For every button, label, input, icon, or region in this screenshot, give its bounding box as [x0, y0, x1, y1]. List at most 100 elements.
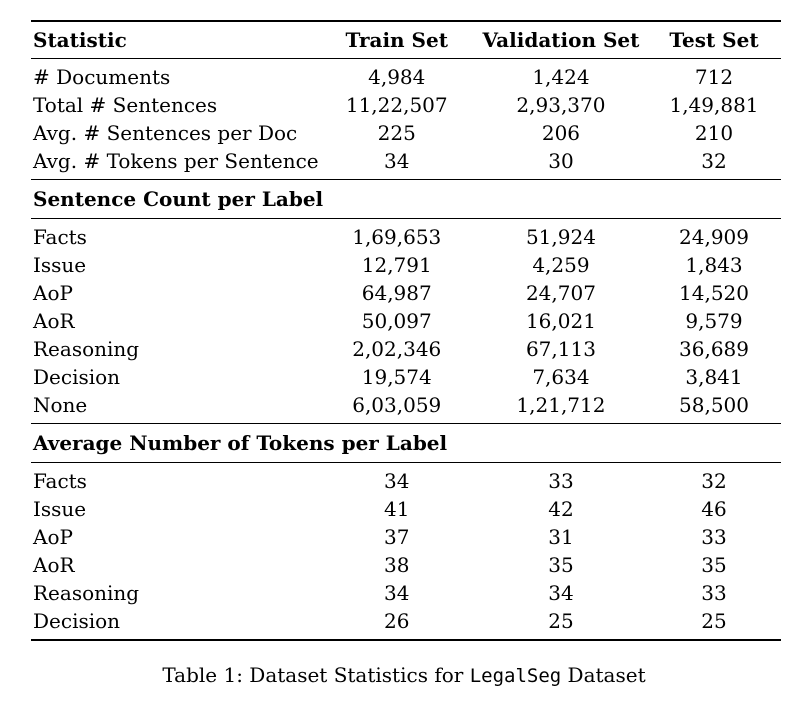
cell-train: 2,02,346 — [352, 337, 442, 361]
dataset-statistics-table: Statistic Train Set Validation Set Test … — [31, 20, 781, 641]
cell-test: 210 — [694, 121, 734, 145]
table-caption: Table 1: Dataset Statistics for LegalSeg… — [0, 662, 808, 689]
header-row: Statistic Train Set Validation Set Test … — [31, 21, 781, 59]
cell-validation: 25 — [548, 609, 574, 633]
row-label: AoP — [33, 525, 73, 549]
cell-test: 25 — [701, 609, 727, 633]
cell-test: 3,841 — [685, 365, 743, 389]
row-label: Avg. # Tokens per Sentence — [33, 149, 319, 173]
row-label: Decision — [33, 365, 121, 389]
caption-prefix: Table 1: Dataset Statistics for — [162, 663, 470, 687]
cell-test: 46 — [701, 497, 727, 521]
cell-train: 26 — [384, 609, 410, 633]
cell-train: 41 — [384, 497, 410, 521]
cell-test: 24,909 — [679, 225, 749, 249]
row-label: Reasoning — [33, 337, 140, 361]
cell-validation: 51,924 — [525, 225, 596, 249]
cell-train: 37 — [384, 525, 410, 549]
table-row: AoP 37 31 33 — [31, 523, 781, 551]
cell-validation: 42 — [548, 497, 574, 521]
cell-validation: 16,021 — [525, 309, 596, 333]
cell-validation: 31 — [548, 525, 574, 549]
section-title-row: Average Number of Tokens per Label — [31, 424, 781, 463]
caption-suffix: Dataset — [561, 663, 646, 687]
cell-test: 32 — [701, 469, 727, 493]
table-row: None 6,03,059 1,21,712 58,500 — [31, 391, 781, 424]
table-row: Facts 34 33 32 — [31, 463, 781, 496]
sentence-count-body: Facts 1,69,653 51,924 24,909 Issue 12,791 4,25… — [31, 219, 781, 424]
cell-validation: 34 — [548, 581, 574, 605]
cell-train: 1,69,653 — [352, 225, 442, 249]
overall-stats-body: # Documents 4,984 1,424 712 Total # Sentence… — [31, 59, 781, 180]
cell-train: 225 — [377, 121, 416, 145]
table-row: Issue 12,791 4,259 1,843 — [31, 251, 781, 279]
cell-train: 50,097 — [361, 309, 432, 333]
cell-validation: 33 — [548, 469, 574, 493]
sentence-count-section-header: Sentence Count per Label — [31, 180, 781, 219]
table-row: AoR 38 35 35 — [31, 551, 781, 579]
table-row: Decision 26 25 25 — [31, 607, 781, 640]
caption-dataset-name: LegalSeg — [469, 665, 562, 687]
cell-test: 36,689 — [679, 337, 749, 361]
table-row: Reasoning 2,02,346 67,113 36,689 — [31, 335, 781, 363]
cell-train: 11,22,507 — [345, 93, 448, 117]
row-label: # Documents — [33, 65, 171, 89]
table-row: Total # Sentences 11,22,507 2,93,370 1,49,8… — [31, 91, 781, 119]
avg-tokens-body: Facts 34 33 32 Issue 41 42 46 AoP 37 31 33 AoR 38 35 35… — [31, 463, 781, 641]
cell-test: 35 — [701, 553, 727, 577]
row-label: Issue — [33, 497, 87, 521]
table-row: Reasoning 34 34 33 — [31, 579, 781, 607]
row-label: Total # Sentences — [33, 93, 218, 117]
table-row: AoP 64,987 24,707 14,520 — [31, 279, 781, 307]
table-row: AoR 50,097 16,021 9,579 — [31, 307, 781, 335]
cell-validation: 7,634 — [532, 365, 590, 389]
table-row: Issue 41 42 46 — [31, 495, 781, 523]
avg-tokens-section-header: Average Number of Tokens per Label — [31, 424, 781, 463]
row-label: AoR — [33, 309, 75, 333]
row-label: Issue — [33, 253, 87, 277]
column-header-test-set: Test Set — [669, 28, 759, 52]
row-label: None — [33, 393, 88, 417]
section-title-row: Sentence Count per Label — [31, 180, 781, 219]
cell-train: 34 — [384, 581, 410, 605]
cell-train: 19,574 — [361, 365, 432, 389]
cell-validation: 24,707 — [525, 281, 596, 305]
row-label: Avg. # Sentences per Doc — [33, 121, 298, 145]
table-row: # Documents 4,984 1,424 712 — [31, 59, 781, 92]
cell-test: 1,49,881 — [669, 93, 759, 117]
cell-train: 4,984 — [368, 65, 426, 89]
cell-validation: 2,93,370 — [516, 93, 606, 117]
row-label: Facts — [33, 225, 87, 249]
column-header-validation-set: Validation Set — [482, 28, 640, 52]
column-header-statistic: Statistic — [33, 28, 127, 52]
table-header: Statistic Train Set Validation Set Test … — [31, 21, 781, 59]
cell-test: 1,843 — [685, 253, 743, 277]
cell-validation: 1,21,712 — [516, 393, 606, 417]
row-label: AoR — [33, 553, 75, 577]
table-row: Facts 1,69,653 51,924 24,909 — [31, 219, 781, 252]
cell-train: 6,03,059 — [352, 393, 442, 417]
cell-test: 58,500 — [679, 393, 749, 417]
cell-test: 9,579 — [685, 309, 743, 333]
row-label: Decision — [33, 609, 121, 633]
cell-train: 34 — [384, 469, 410, 493]
cell-test: 33 — [701, 525, 727, 549]
row-label: Facts — [33, 469, 87, 493]
cell-validation: 4,259 — [532, 253, 590, 277]
cell-test: 33 — [701, 581, 727, 605]
row-label: AoP — [33, 281, 73, 305]
cell-test: 32 — [701, 149, 727, 173]
cell-test: 14,520 — [679, 281, 749, 305]
cell-validation: 35 — [548, 553, 574, 577]
cell-train: 12,791 — [361, 253, 432, 277]
row-label: Reasoning — [33, 581, 140, 605]
section-title-avg-tokens: Average Number of Tokens per Label — [33, 431, 448, 455]
cell-validation: 1,424 — [532, 65, 590, 89]
cell-validation: 67,113 — [525, 337, 596, 361]
cell-train: 38 — [384, 553, 410, 577]
column-header-train-set: Train Set — [345, 28, 448, 52]
table-row: Avg. # Sentences per Doc 225 206 210 — [31, 119, 781, 147]
cell-validation: 206 — [541, 121, 581, 145]
table-row: Decision 19,574 7,634 3,841 — [31, 363, 781, 391]
